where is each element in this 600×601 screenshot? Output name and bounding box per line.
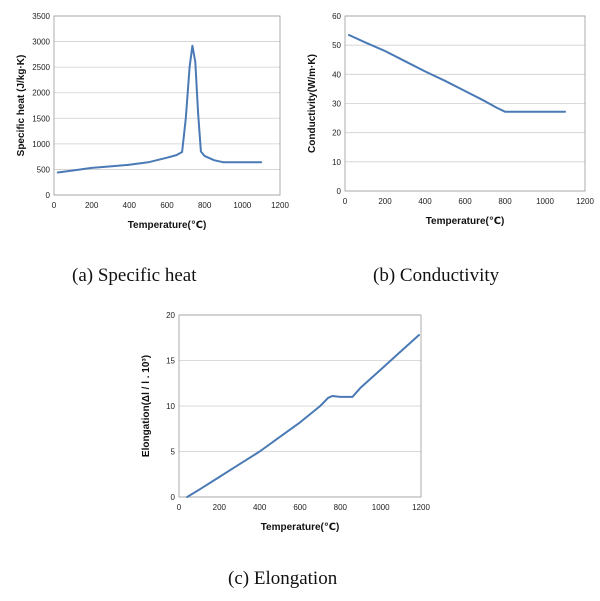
y-tick-label: 60: [332, 12, 341, 21]
y-axis-title: Elongation(Δl / l . 10³): [141, 355, 152, 457]
y-tick-label: 30: [332, 100, 341, 109]
y-tick-label: 2000: [32, 89, 50, 98]
x-tick-label: 1200: [576, 197, 594, 206]
y-tick-label: 0: [171, 493, 176, 502]
x-tick-label: 600: [458, 197, 472, 206]
plot-frame: [178, 314, 422, 498]
x-tick-label: 200: [378, 197, 392, 206]
x-tick-label: 800: [334, 503, 348, 512]
x-tick-label: 400: [253, 503, 267, 512]
plot-frame: [53, 15, 281, 196]
x-tick-label: 400: [123, 201, 137, 210]
y-tick-label: 500: [37, 165, 51, 174]
x-tick-label: 400: [418, 197, 432, 206]
y-tick-label: 1500: [32, 114, 50, 123]
x-tick-label: 600: [160, 201, 174, 210]
x-tick-label: 600: [293, 503, 307, 512]
y-tick-label: 15: [166, 357, 175, 366]
x-tick-label: 0: [343, 197, 348, 206]
y-tick-label: 0: [46, 191, 51, 200]
x-axis-title: Temperature(℃): [426, 216, 505, 227]
y-tick-label: 20: [332, 129, 341, 138]
y-tick-label: 3000: [32, 38, 50, 47]
caption-conductivity: (b) Conductivity: [373, 265, 500, 286]
y-tick-label: 1000: [32, 140, 50, 149]
caption-elongation: (c) Elongation: [228, 568, 338, 589]
y-tick-label: 40: [332, 70, 341, 79]
x-tick-label: 200: [85, 201, 99, 210]
caption-specific-heat: (a) Specific heat: [72, 265, 197, 286]
x-tick-label: 800: [498, 197, 512, 206]
y-tick-label: 10: [166, 402, 175, 411]
x-tick-label: 800: [198, 201, 212, 210]
y-tick-label: 5: [171, 448, 176, 457]
y-tick-label: 3500: [32, 12, 50, 21]
y-tick-label: 10: [332, 158, 341, 167]
x-tick-label: 0: [52, 201, 57, 210]
x-tick-label: 1000: [233, 201, 251, 210]
plot-frame: [344, 15, 586, 192]
x-axis-title: Temperature(℃): [261, 522, 340, 533]
series-line: [348, 34, 566, 113]
series-line: [186, 334, 420, 498]
x-axis-title: Temperature(℃): [128, 220, 207, 231]
x-tick-label: 1000: [372, 503, 390, 512]
x-tick-label: 200: [213, 503, 227, 512]
y-tick-label: 0: [337, 187, 342, 196]
y-axis-title: Specific heat (J/kg·K): [16, 55, 27, 157]
x-tick-label: 1200: [412, 503, 430, 512]
y-tick-label: 20: [166, 311, 175, 320]
chart-specific-heat: 0 500 1000 1500 2000 2500 3000 3500 0 200 400 600 80…: [16, 12, 289, 231]
x-tick-label: 1000: [536, 197, 554, 206]
y-tick-label: 50: [332, 41, 341, 50]
series-line: [56, 44, 263, 174]
y-tick-label: 2500: [32, 63, 50, 72]
x-tick-label: 0: [177, 503, 182, 512]
x-tick-label: 1200: [271, 201, 289, 210]
y-axis-title: Conductivity(W/m·K): [307, 54, 318, 153]
